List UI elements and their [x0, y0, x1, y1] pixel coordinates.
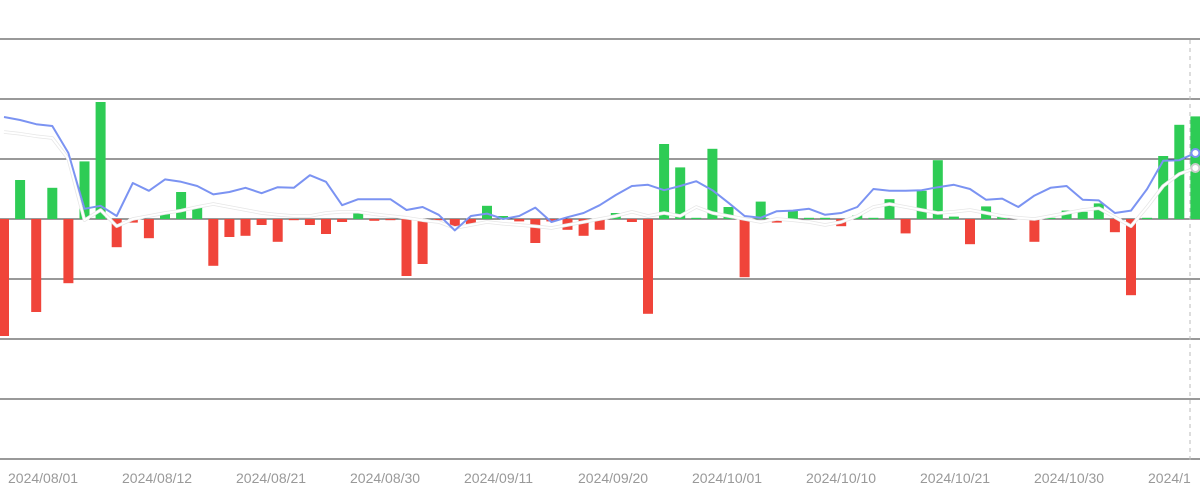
- x-tick-label: 2024/10/30: [1034, 470, 1104, 486]
- histogram-bar-positive: [353, 213, 364, 219]
- x-tick-label: 2024/09/11: [464, 470, 533, 486]
- x-tick-label: 2024/1: [1148, 470, 1191, 486]
- histogram-bar-negative: [771, 219, 782, 223]
- histogram-bar-positive: [691, 217, 702, 219]
- histogram-bar-negative: [626, 219, 637, 222]
- x-tick-label: 2024/10/10: [806, 470, 876, 486]
- histogram-bar-positive: [707, 148, 718, 219]
- histogram-bar-negative: [31, 219, 42, 312]
- histogram-bar-negative: [385, 219, 396, 221]
- histogram-bar-negative: [1126, 219, 1136, 296]
- histogram-bar-negative: [578, 219, 589, 236]
- histogram-bar-negative: [465, 219, 476, 225]
- histogram-bar-negative: [546, 219, 557, 222]
- histogram-bar-negative: [0, 219, 9, 336]
- histogram-bar-positive: [1061, 210, 1072, 219]
- x-tick-label: 2024/10/01: [692, 470, 762, 486]
- histogram-bar-negative: [240, 219, 251, 236]
- histogram-bars: [0, 102, 1200, 336]
- histogram-bar-positive: [723, 207, 734, 219]
- histogram-bar-positive: [79, 161, 90, 219]
- histogram-bar-negative: [272, 219, 283, 242]
- grid-lines: [0, 38, 1200, 462]
- histogram-bar-negative: [111, 219, 122, 248]
- histogram-bar-positive: [95, 102, 106, 219]
- histogram-bar-negative: [369, 219, 380, 221]
- histogram-bar-positive: [755, 201, 766, 219]
- histogram-bar-negative: [965, 219, 975, 245]
- x-tick-label: 2024/09/20: [578, 470, 648, 486]
- histogram-bar-positive: [1174, 124, 1185, 219]
- histogram-bar-positive: [192, 207, 203, 219]
- histogram-bar-negative: [643, 219, 653, 314]
- histogram-bar-positive: [948, 216, 959, 219]
- histogram-bar-negative: [530, 219, 541, 243]
- histogram-bar-negative: [1109, 219, 1120, 233]
- x-tick-label: 2024/10/21: [920, 470, 990, 486]
- histogram-bar-negative: [900, 219, 911, 234]
- histogram-bar-positive: [47, 187, 58, 219]
- histogram-bar-positive: [1093, 203, 1104, 219]
- dif-line: [3, 116, 1196, 232]
- histogram-bar-negative: [401, 219, 412, 276]
- histogram-bar-positive: [868, 217, 879, 219]
- x-tick-label: 2024/08/12: [122, 470, 192, 486]
- histogram-bar-negative: [739, 219, 750, 278]
- histogram-bar-positive: [932, 160, 943, 219]
- histogram-bar-positive: [1045, 217, 1056, 219]
- signal-lines: [3, 116, 1197, 232]
- histogram-bar-negative: [143, 219, 154, 239]
- histogram-bar-negative: [321, 219, 331, 234]
- histogram-bar-positive: [675, 167, 686, 219]
- histogram-bar-negative: [417, 219, 428, 264]
- histogram-bar-positive: [498, 216, 509, 219]
- histogram-bar-negative: [208, 219, 219, 266]
- x-axis-labels: 2024/08/01 2024/08/12 2024/08/21 2024/08/30…: [8, 470, 1191, 486]
- histogram-bar-positive: [160, 213, 170, 219]
- histogram-bar-negative: [594, 219, 605, 230]
- histogram-bar-negative: [63, 219, 74, 284]
- x-tick-label: 2024/08/30: [350, 470, 420, 486]
- histogram-bar-negative: [304, 219, 315, 225]
- histogram-bar-positive: [787, 210, 798, 219]
- x-tick-label: 2024/08/01: [8, 470, 78, 486]
- histogram-bar-positive: [1077, 211, 1088, 219]
- histogram-bar-positive: [916, 190, 927, 219]
- histogram-bar-positive: [1142, 217, 1153, 219]
- dea-latest-marker: [1190, 163, 1200, 173]
- histogram-bar-negative: [1029, 219, 1040, 242]
- histogram-bar-positive: [15, 180, 26, 219]
- histogram-bar-positive: [884, 199, 895, 219]
- histogram-bar-positive: [820, 217, 831, 219]
- histogram-bar-negative: [256, 219, 267, 225]
- histogram-bar-negative: [514, 219, 525, 222]
- histogram-bar-negative: [449, 219, 460, 227]
- histogram-bar-positive: [482, 205, 492, 219]
- latest-markers: [1190, 148, 1200, 173]
- histogram-bar-negative: [337, 219, 348, 222]
- histogram-bar-negative: [224, 219, 235, 237]
- histogram-bar-positive: [659, 144, 670, 219]
- histogram-bar-positive: [804, 217, 814, 219]
- histogram-bar-positive: [176, 192, 187, 219]
- histogram-bar-negative: [288, 219, 299, 221]
- dif-latest-marker: [1190, 148, 1200, 158]
- x-tick-label: 2024/08/21: [236, 470, 306, 486]
- histogram-bar-negative: [433, 219, 444, 221]
- dea-line: [3, 131, 1196, 229]
